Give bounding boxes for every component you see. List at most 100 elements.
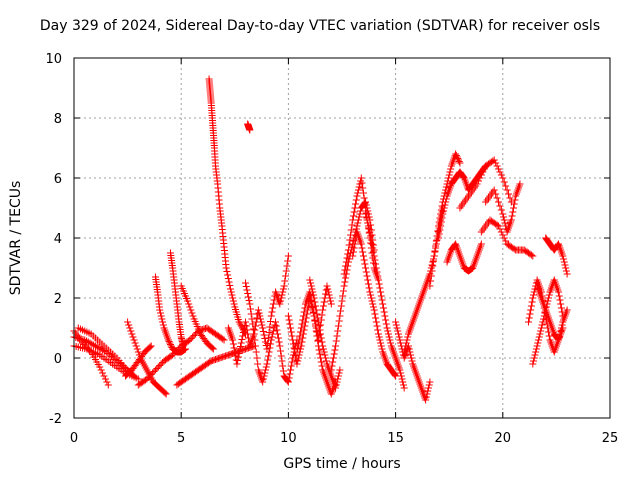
data-point [447,165,455,173]
data-point [263,360,271,368]
data-point [90,341,98,349]
data-point [369,303,377,311]
y-tick-label: -2 [49,412,62,427]
data-point [497,171,505,179]
data-point [243,286,251,294]
data-point [277,347,285,355]
data-point [351,240,359,248]
data-point [256,312,264,320]
data-point [452,150,460,158]
data-point [312,306,320,314]
data-point [437,222,445,230]
data-point [363,216,371,224]
x-tick-label: 5 [177,431,185,446]
data-point [327,300,335,308]
data-point [380,308,388,316]
data-point [307,292,315,300]
data-point [297,324,305,332]
data-point [128,330,136,338]
data-point [425,381,433,389]
series-arc21 [349,228,400,380]
data-point [286,370,294,378]
data-point [274,330,282,338]
data-point [166,341,174,348]
data-point [242,318,250,326]
data-point [379,300,387,308]
axes: 0 5 10 15 20 25 -2 0 2 4 6 8 10 [45,52,618,446]
data-point [384,327,392,335]
data-point [120,363,128,371]
data-point [560,258,568,266]
data-point [222,264,230,272]
data-point [223,268,231,275]
data-point [249,320,257,328]
data-point [174,345,182,353]
data-point [230,344,238,352]
data-point [502,182,510,190]
data-point [364,276,372,284]
series-arc29 [477,216,537,260]
data-point [243,326,251,334]
data-point [429,257,437,265]
data-point [352,196,360,204]
data-point [244,330,252,338]
data-point [271,321,279,329]
data-point [247,310,255,318]
data-point [99,369,107,377]
data-point [279,288,287,296]
data-point [455,158,463,165]
data-point [279,362,287,370]
data-point [179,342,187,350]
data-point [359,184,367,192]
data-point [164,336,172,344]
data-point [490,156,498,164]
data-point [165,338,173,345]
data-point [239,332,247,340]
data-point [314,314,322,322]
data-point [332,337,340,345]
data-point [397,372,405,380]
data-point [400,384,408,392]
y-tick-label: 0 [54,352,62,367]
series-arc3 [70,342,142,383]
data-point [355,183,363,191]
data-point [557,304,565,312]
data-point [359,252,367,260]
data-point [536,330,544,338]
data-point [209,345,217,353]
data-point [440,204,448,212]
data-point [293,348,301,356]
data-point [496,202,504,210]
y-tick-label: 8 [54,112,62,127]
data-point [254,360,262,368]
series-arc33 [542,234,571,278]
data-point [352,225,360,233]
data-point [260,372,268,380]
data-point [274,334,282,342]
data-point [377,342,385,350]
data-point [287,328,295,336]
y-tick-label: 10 [45,52,62,67]
data-point [286,320,294,328]
data-point [561,261,569,269]
data-point [530,357,538,365]
data-point [387,339,395,347]
data-point [315,346,323,354]
data-point [252,348,260,356]
data-point [268,333,276,341]
data-point [185,300,193,308]
data-point [224,275,232,282]
data-point [336,312,344,320]
data-point [156,306,164,314]
data-point [344,246,352,254]
data-point [224,271,232,279]
data-point [149,369,157,377]
data-point [559,252,567,260]
data-point [373,268,381,276]
data-point [511,196,519,204]
data-point [397,369,405,377]
data-point [334,327,342,335]
series-arc30 [482,180,524,236]
data-point [242,283,250,290]
data-point [351,204,359,212]
